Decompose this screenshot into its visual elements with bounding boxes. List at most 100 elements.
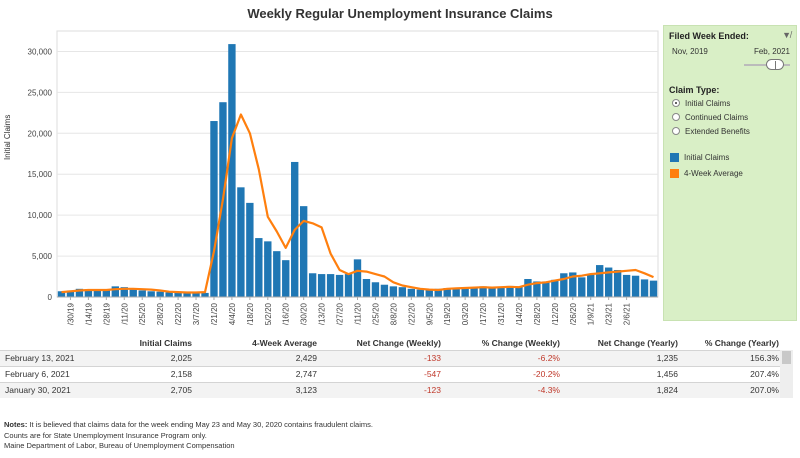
x-tick-label: 11/28/20 xyxy=(533,302,542,325)
bar xyxy=(299,206,308,297)
filter-panel: Filed Week Ended: ▼̸ Nov, 2019 Feb, 2021… xyxy=(663,25,797,321)
x-tick-label: 2/22/20 xyxy=(174,302,183,325)
claim-type-option-extended[interactable]: Extended Benefits xyxy=(672,125,750,137)
cell-initial-claims: 2,705 xyxy=(170,385,192,396)
range-end-label: Feb, 2021 xyxy=(753,47,790,56)
x-tick-label: 1/23/21 xyxy=(605,302,614,325)
x-tick-label: 10/31/20 xyxy=(497,302,506,325)
table-scrollbar-thumb[interactable] xyxy=(782,351,791,364)
bar xyxy=(604,267,613,297)
bar xyxy=(308,273,317,297)
bar xyxy=(470,287,478,297)
radio-selected-icon[interactable] xyxy=(672,99,680,107)
filter-clear-icon[interactable]: ▼̸ xyxy=(782,30,791,40)
table-header-net-change-weekly: Net Change (Weekly) xyxy=(356,337,441,348)
bar xyxy=(551,279,559,297)
y-tick-label: 5,000 xyxy=(32,252,53,261)
bar xyxy=(228,44,236,297)
series-line-4-week-average xyxy=(61,113,654,294)
claim-type-option-continued[interactable]: Continued Claims xyxy=(672,111,748,123)
bar xyxy=(120,287,128,297)
claim-type-label: Extended Benefits xyxy=(685,126,750,136)
bar xyxy=(255,238,263,297)
cell-net-change-weekly: -123 xyxy=(423,385,441,396)
bar xyxy=(443,287,451,297)
bar xyxy=(596,265,604,297)
bar xyxy=(210,121,218,298)
y-tick-label: 0 xyxy=(48,293,53,302)
x-tick-label: 4/4/20 xyxy=(228,302,237,325)
table-row: February 13, 2021 2,025 2,429 -133 -6.2%… xyxy=(0,350,793,366)
bar xyxy=(165,292,173,297)
bar xyxy=(246,202,254,297)
cell-week: February 13, 2021 xyxy=(5,353,75,363)
bar xyxy=(371,282,380,297)
legend-swatch xyxy=(670,152,679,162)
claim-type-label: Initial Claims xyxy=(685,98,731,108)
x-tick-label: 5/30/20 xyxy=(300,302,309,325)
bar xyxy=(147,291,155,297)
cell-pct-change-weekly: -4.3% xyxy=(537,385,560,396)
radio-icon[interactable] xyxy=(672,113,680,121)
bar xyxy=(201,292,209,297)
bar xyxy=(515,286,523,297)
cell-initial-claims: 2,158 xyxy=(170,369,192,379)
x-tick-label: 12/28/19 xyxy=(102,302,111,325)
bar xyxy=(407,288,416,297)
cell-pct-change-yearly: 207.4% xyxy=(750,369,779,379)
bar xyxy=(174,292,182,297)
table-header-pct-change-yearly: % Change (Yearly) xyxy=(704,337,779,348)
x-tick-label: 10/17/20 xyxy=(479,302,488,325)
x-tick-label: 4/18/20 xyxy=(246,302,255,325)
table-scrollbar[interactable] xyxy=(780,350,793,398)
y-tick-label: 20,000 xyxy=(28,129,53,138)
bar xyxy=(84,289,93,297)
bar xyxy=(425,289,433,297)
range-start-label: Nov, 2019 xyxy=(672,47,708,56)
bar xyxy=(560,273,568,297)
bar xyxy=(192,292,200,297)
bar xyxy=(273,251,281,297)
chart-title: Weekly Regular Unemployment Insurance Cl… xyxy=(247,6,553,21)
table-header-pct-change-weekly: % Change (Weekly) xyxy=(481,337,560,348)
x-tick-label: 12/14/19 xyxy=(84,302,93,325)
x-tick-label: 6/13/20 xyxy=(318,302,327,325)
legend-label: Initial Claims xyxy=(684,152,730,162)
cell-pct-change-weekly: -20.2% xyxy=(533,369,560,379)
x-tick-label: 5/2/20 xyxy=(264,302,273,325)
plot-frame xyxy=(56,30,659,298)
bar xyxy=(344,274,353,297)
radio-icon[interactable] xyxy=(672,127,680,135)
bar xyxy=(138,290,146,297)
cell-net-change-yearly: 1,824 xyxy=(656,385,678,396)
table-header-4-week-average: 4-Week Average xyxy=(252,337,317,348)
claim-type-option-initial[interactable]: Initial Claims xyxy=(672,97,730,109)
cell-net-change-yearly: 1,456 xyxy=(656,369,678,379)
legend-item-4-week-average: 4-Week Average xyxy=(670,167,743,179)
bar xyxy=(434,288,442,297)
table-header-row: Initial Claims 4-Week Average Net Change… xyxy=(0,336,793,350)
bar xyxy=(622,274,631,297)
bar xyxy=(380,284,389,297)
bar xyxy=(93,289,102,297)
cell-4-week-average: 2,429 xyxy=(295,353,317,363)
bar xyxy=(461,287,469,297)
bar xyxy=(326,274,335,297)
chart-area: 0 5,000 10,000 15,000 20,000 25,000 30,000 11/3… xyxy=(0,25,660,325)
bar xyxy=(398,287,407,297)
date-slider-handle[interactable] xyxy=(766,59,784,70)
legend-swatch xyxy=(670,168,679,178)
chart-svg: 0 5,000 10,000 15,000 20,000 25,000 30,000 11/3… xyxy=(28,30,659,325)
cell-net-change-weekly: -547 xyxy=(423,369,441,379)
bar xyxy=(317,274,326,297)
x-tick-label: 7/11/20 xyxy=(354,302,363,325)
cell-pct-change-weekly: -6.2% xyxy=(537,353,560,363)
bar xyxy=(452,288,460,297)
bar xyxy=(488,287,496,297)
bar xyxy=(578,277,586,297)
notes-label: Notes: xyxy=(4,420,28,429)
cell-pct-change-yearly: 156.3% xyxy=(750,353,779,363)
bar xyxy=(353,259,362,297)
notes-line-1: Notes: It is believed that claims data f… xyxy=(4,420,373,431)
x-tick-label: 12/12/20 xyxy=(551,302,560,325)
